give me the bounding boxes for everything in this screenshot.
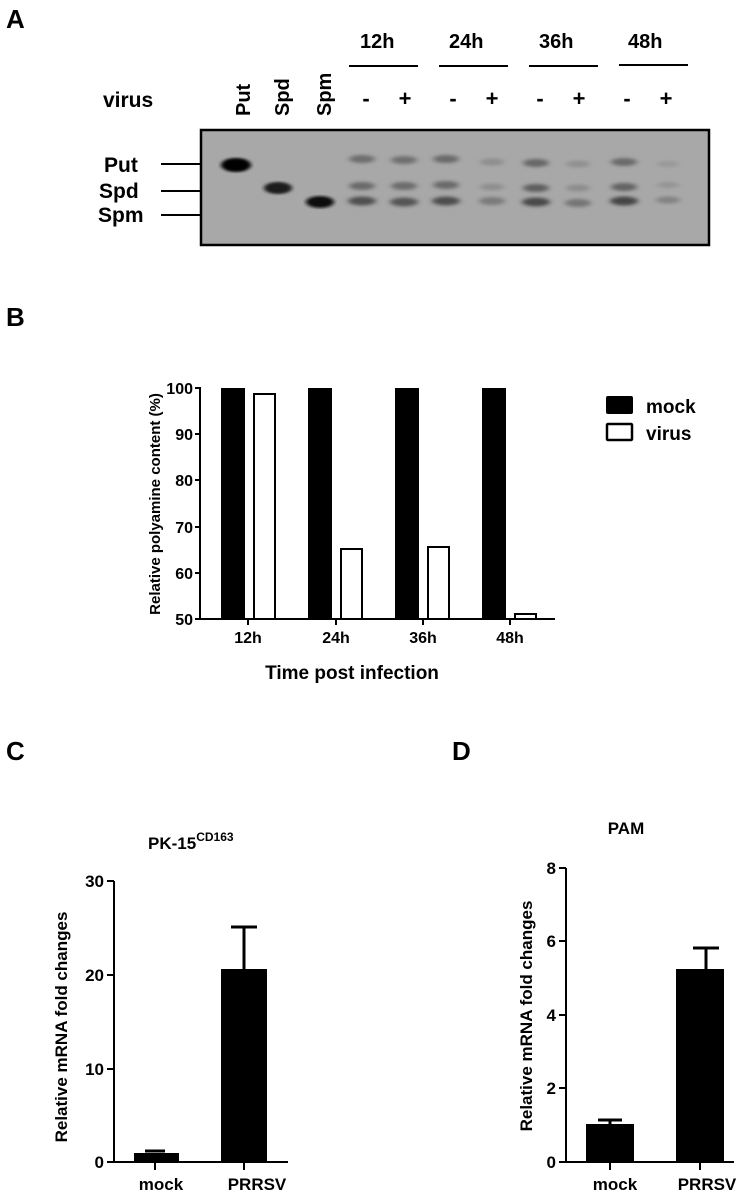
timepoint-label: 48h — [628, 31, 662, 53]
standard-label-spm: Spm — [314, 73, 336, 116]
svg-text:Spm: Spm — [98, 204, 144, 227]
svg-text:4: 4 — [547, 1006, 557, 1025]
timepoint-label: 36h — [539, 31, 573, 53]
standard-label-put: Put — [233, 83, 255, 116]
x-tick-labels: 12h 24h 36h 48h — [234, 630, 524, 647]
virus-row-label: virus — [103, 89, 153, 112]
svg-text:-: - — [449, 86, 456, 111]
svg-text:80: 80 — [175, 473, 193, 490]
svg-text:Relative mRNA fold changes: Relative mRNA fold changes — [517, 901, 536, 1132]
svg-text:24h: 24h — [322, 630, 350, 647]
timepoint-label: 12h — [360, 31, 394, 53]
svg-text:-: - — [362, 86, 369, 111]
bars-mock — [221, 388, 506, 619]
panel-letter-c: C — [6, 736, 25, 766]
standard-label-spd: Spd — [272, 78, 294, 116]
svg-text:+: + — [486, 86, 499, 111]
panel-letter-a: A — [6, 4, 25, 34]
svg-text:mock: mock — [593, 1175, 638, 1194]
svg-text:30: 30 — [85, 872, 104, 891]
svg-text:90: 90 — [175, 427, 193, 444]
svg-text:50: 50 — [175, 612, 193, 629]
svg-text:0: 0 — [547, 1153, 556, 1172]
svg-text:Put: Put — [104, 154, 138, 177]
svg-text:6: 6 — [547, 932, 556, 951]
x-axis-title: Time post infection — [265, 663, 439, 684]
legend-label-virus: virus — [646, 424, 691, 445]
svg-text:Relative mRNA fold changes: Relative mRNA fold changes — [52, 912, 71, 1143]
legend: mock virus — [605, 396, 696, 445]
svg-text:8: 8 — [547, 859, 556, 878]
panel-letter-d: D — [452, 736, 471, 766]
svg-text:-: - — [623, 86, 630, 111]
svg-text:36h: 36h — [409, 630, 437, 647]
y-tick-labels: 100 90 80 70 60 50 — [166, 381, 193, 629]
panel-letter-b: B — [6, 302, 25, 332]
y-axis-title: Relative polyamine content (%) — [147, 393, 164, 615]
svg-text:20: 20 — [85, 966, 104, 985]
svg-text:0: 0 — [95, 1153, 104, 1172]
svg-text:12h: 12h — [234, 630, 262, 647]
bars-virus — [253, 393, 537, 620]
panel-c-chart: PK-15CD163 30 20 10 0 mock PRRSV — [52, 830, 288, 1194]
svg-text:mock: mock — [139, 1175, 184, 1194]
legend-label-mock: mock — [646, 397, 696, 418]
timepoint-headers: 12h 24h 36h 48h — [349, 31, 688, 67]
svg-text:-: - — [536, 86, 543, 111]
svg-text:100: 100 — [166, 381, 193, 398]
virus-signs: - + - + - + - + — [362, 86, 672, 111]
panel-d-chart: PAM 8 6 4 2 0 mock PRRSV — [517, 819, 737, 1194]
svg-text:PRRSV: PRRSV — [228, 1175, 287, 1194]
timepoint-label: 24h — [449, 31, 483, 53]
svg-text:Spd: Spd — [99, 180, 139, 203]
panel-a-gel: virus Put Spd Spm 12h 24h 36h 48h - + - … — [98, 31, 711, 247]
svg-text:PRRSV: PRRSV — [678, 1175, 737, 1194]
svg-text:70: 70 — [175, 520, 193, 537]
svg-text:2: 2 — [547, 1079, 556, 1098]
svg-text:60: 60 — [175, 566, 193, 583]
chart-d-title: PAM — [608, 819, 645, 838]
svg-text:+: + — [399, 86, 412, 111]
svg-text:10: 10 — [85, 1060, 104, 1079]
band-labels: Put Spd Spm — [98, 154, 201, 227]
svg-text:48h: 48h — [496, 630, 524, 647]
svg-text:+: + — [660, 86, 673, 111]
svg-text:+: + — [573, 86, 586, 111]
chart-c-title: PK-15CD163 — [148, 830, 234, 853]
